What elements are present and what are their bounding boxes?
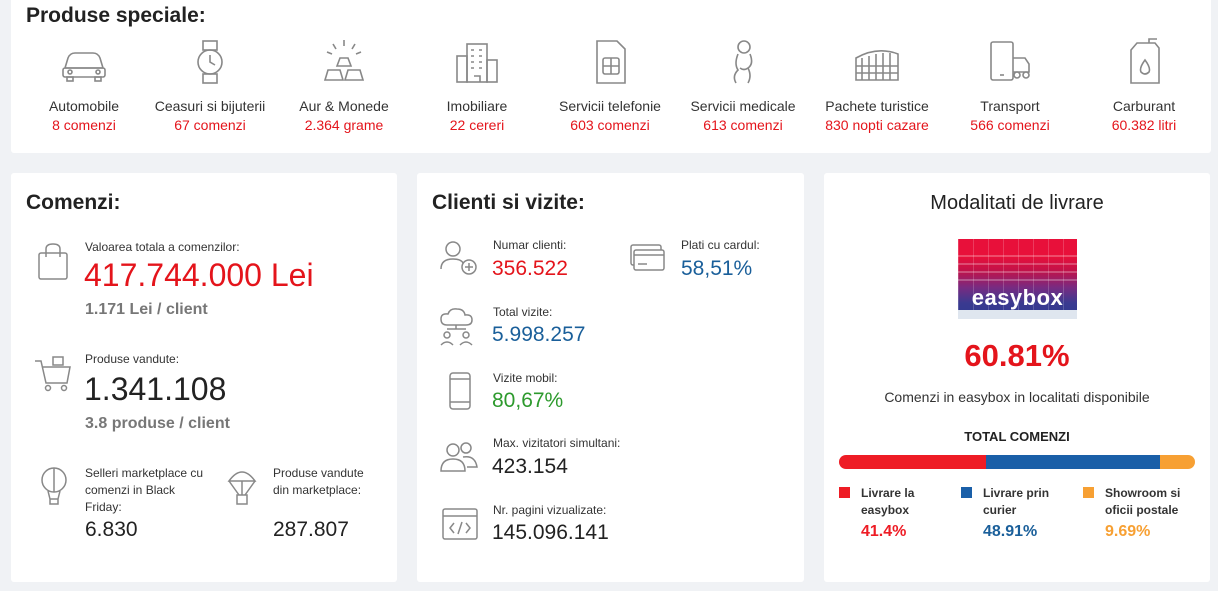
medical-icon	[733, 40, 753, 84]
product-name: Pachete turistice	[825, 98, 929, 114]
orders-total-value: 417.744.000 Lei	[84, 257, 314, 293]
orders-per-client: 1.171 Lei / client	[85, 301, 208, 318]
segment-courier	[986, 455, 1161, 469]
card-payments-label: Plati cu cardul:	[681, 238, 760, 252]
gold-bars-icon	[323, 40, 365, 81]
balloon-icon	[41, 467, 67, 505]
phone-transport-icon	[990, 41, 1030, 81]
product-name: Servicii telefonie	[559, 98, 661, 114]
product-value: 613 comenzi	[703, 117, 783, 133]
mobile-icon	[449, 372, 471, 410]
page-views-label: Nr. pagini vizualizate:	[493, 503, 607, 517]
simultaneous-visitors-value: 423.154	[492, 455, 568, 478]
product-tourism[interactable]: Pachete turistice 830 nopti cazare	[807, 38, 947, 133]
code-window-icon	[442, 508, 478, 540]
marketplace-products-label: Produse vandute din marketplace:	[273, 466, 364, 497]
product-gold[interactable]: Aur & Monede 2.364 grame	[274, 38, 414, 133]
products-sold-label: Produse vandute:	[85, 352, 180, 366]
easybox-logo-text: easybox	[971, 285, 1064, 310]
delivery-card: Modalitati de livrare easybox 60.81% Com…	[824, 173, 1210, 582]
simultaneous-visitors-label: Max. vizitatori simultani:	[493, 436, 621, 450]
easybox-logo: easybox	[958, 239, 1077, 319]
product-name: Carburant	[1112, 98, 1176, 114]
mobile-visits-value: 80,67%	[492, 389, 564, 412]
product-value: 603 comenzi	[570, 117, 650, 133]
product-value: 566 comenzi	[970, 117, 1050, 133]
orders-title: Comenzi:	[26, 191, 121, 214]
total-visits-value: 5.998.257	[492, 323, 586, 346]
legend-label: Showroom si oficii postale	[1105, 486, 1181, 517]
legend-value: 41.4%	[861, 523, 907, 540]
legend-swatch	[961, 487, 972, 498]
segment-showroom	[1160, 455, 1195, 469]
card-payments-value: 58,51%	[681, 257, 753, 280]
orders-card: Comenzi: Valoarea totala a comenzilor: 4…	[11, 173, 397, 582]
legend-label: Livrare la easybox	[861, 486, 915, 517]
shopping-cart-icon	[35, 356, 71, 392]
product-name: Automobile	[48, 98, 120, 114]
add-user-icon	[440, 241, 477, 275]
building-icon	[456, 43, 498, 83]
legend-swatch	[839, 487, 850, 498]
page-views-value: 145.096.141	[492, 521, 609, 544]
visits-card: Clienti si vizite: Numar clienti: 356.52…	[417, 173, 804, 582]
special-products-title: Produse speciale:	[26, 4, 206, 27]
product-name: Aur & Monede	[299, 98, 389, 114]
clients-value: 356.522	[492, 257, 568, 280]
easybox-caption: Comenzi in easybox in localitati disponi…	[884, 389, 1150, 405]
visits-title: Clienti si vizite:	[432, 191, 585, 214]
legend-swatch	[1083, 487, 1094, 498]
marketplace-products-value: 287.807	[273, 518, 349, 541]
clients-label: Numar clienti:	[493, 238, 567, 252]
sellers-value: 6.830	[85, 518, 138, 541]
users-group-icon	[440, 442, 478, 472]
delivery-title: Modalitati de livrare	[930, 192, 1104, 214]
shopping-bag-icon	[38, 243, 68, 280]
sellers-label: Selleri marketplace cu comenzi in Black …	[85, 466, 204, 514]
sim-card-icon	[596, 40, 626, 84]
products-per-client: 3.8 produse / client	[85, 415, 230, 432]
special-products-card: Produse speciale: Automobile 8 comenzi C…	[11, 0, 1211, 153]
product-value: 60.382 litri	[1111, 117, 1177, 133]
total-orders-label: TOTAL COMENZI	[964, 429, 1070, 444]
credit-card-icon	[630, 244, 665, 271]
legend-label: Livrare prin curier	[983, 486, 1050, 517]
car-icon	[62, 52, 106, 82]
total-visits-label: Total vizite:	[493, 305, 553, 319]
product-transport[interactable]: Transport 566 comenzi	[940, 38, 1080, 133]
product-watches[interactable]: Ceasuri si bijuterii 67 comenzi	[140, 38, 280, 133]
product-value: 830 nopti cazare	[825, 117, 929, 133]
product-value: 8 comenzi	[52, 117, 116, 133]
parachute-box-icon	[227, 471, 257, 505]
cloud-users-icon	[440, 308, 473, 346]
segment-easybox	[839, 455, 987, 469]
product-telephony[interactable]: Servicii telefonie 603 comenzi	[540, 38, 680, 133]
mobile-visits-label: Vizite mobil:	[493, 371, 558, 385]
product-name: Servicii medicale	[690, 98, 796, 114]
product-value: 2.364 grame	[304, 117, 384, 133]
product-value: 22 cereri	[449, 117, 505, 133]
watch-icon	[197, 40, 223, 84]
delivery-split-bar	[839, 455, 1195, 469]
product-fuel[interactable]: Carburant 60.382 litri	[1074, 38, 1214, 133]
product-automobile[interactable]: Automobile 8 comenzi	[14, 38, 154, 133]
colosseum-icon	[855, 50, 899, 81]
legend-value: 9.69%	[1105, 523, 1151, 540]
products-sold-value: 1.341.108	[84, 371, 227, 407]
product-real-estate[interactable]: Imobiliare 22 cereri	[407, 38, 547, 133]
product-value: 67 comenzi	[174, 117, 246, 133]
product-medical[interactable]: Servicii medicale 613 comenzi	[673, 38, 813, 133]
orders-total-label: Valoarea totala a comenzilor:	[85, 240, 240, 254]
product-name: Ceasuri si bijuterii	[154, 98, 266, 114]
product-name: Imobiliare	[446, 98, 508, 114]
easybox-percent: 60.81%	[964, 338, 1070, 373]
fuel-can-icon	[1130, 38, 1160, 84]
product-name: Transport	[980, 98, 1040, 114]
legend-value: 48.91%	[983, 523, 1038, 540]
